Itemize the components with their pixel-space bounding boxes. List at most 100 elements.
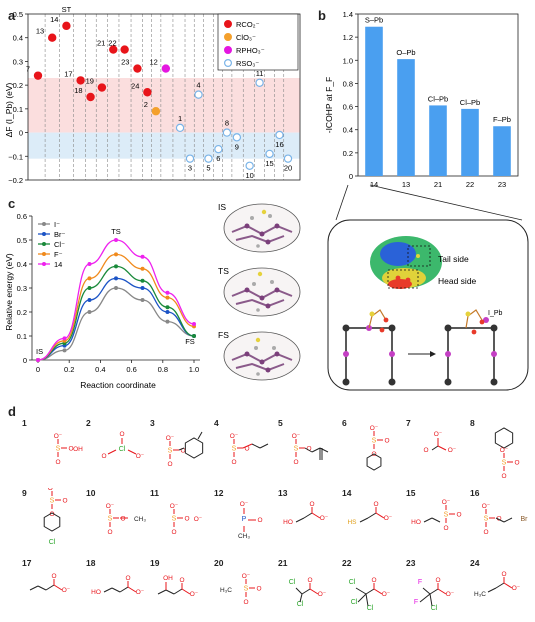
point-label-7: 7	[26, 65, 30, 74]
bar-label: S–Pb	[365, 16, 383, 25]
molecule-structure: S O⁻ O O	[166, 431, 204, 468]
bond	[303, 512, 313, 519]
molecule-number: 21	[278, 558, 288, 568]
atom-label: Cl	[119, 446, 126, 453]
point-label-6: 6	[216, 154, 220, 163]
series-point-Br	[165, 310, 170, 314]
bond	[304, 447, 313, 453]
molecule-19: 19 OH O O⁻	[150, 558, 230, 618]
bond	[437, 588, 447, 595]
bond	[103, 587, 113, 593]
bond	[355, 587, 367, 595]
atom-label: O	[501, 473, 506, 480]
bond	[487, 587, 497, 593]
atom-label: O⁻	[166, 435, 175, 442]
atom-label: O⁻	[136, 589, 145, 596]
bond	[311, 512, 321, 519]
callout-line-right	[369, 184, 523, 221]
bond	[431, 445, 439, 451]
bond	[431, 517, 441, 523]
atom-label: Cl	[49, 539, 56, 546]
bond	[422, 587, 431, 595]
atom-label: CH₃	[238, 533, 250, 540]
bond	[365, 588, 375, 595]
molecule-structure: H₃C O O⁻	[474, 571, 521, 598]
molecule-structure: S O⁻ O O	[292, 433, 329, 466]
chart-c-ylabel: Relative energy (eV)	[4, 253, 14, 331]
x-tick-label: 0.6	[126, 365, 136, 374]
atom-label: S	[244, 586, 249, 593]
molecule-number: 7	[406, 418, 411, 428]
series-point-I	[62, 348, 67, 353]
series-point-Br	[114, 276, 118, 281]
atom-label: O	[483, 529, 488, 536]
bond	[119, 586, 129, 593]
bond	[165, 589, 175, 595]
molecule-18: 18 HO O O⁻	[86, 558, 166, 618]
legend-marker	[224, 58, 233, 67]
point-label-19: 19	[86, 77, 94, 86]
molecule-22: 22 Cl Cl Cl O O⁻	[342, 558, 422, 618]
y-tick-label: 0.4	[343, 126, 353, 135]
atom-label: HO	[283, 519, 293, 526]
legend-marker	[224, 20, 233, 29]
x-tick-label: 0.8	[158, 365, 168, 374]
atom-label: HS	[347, 519, 357, 526]
bar-label: O–Pb	[396, 48, 415, 57]
atom-label: O⁻	[106, 503, 115, 510]
point-label-10: 10	[245, 171, 253, 180]
data-point-3	[185, 154, 195, 163]
negative-band	[28, 132, 300, 159]
series-point-Cl	[140, 278, 145, 283]
bond	[419, 593, 431, 603]
atom-label: O⁻	[48, 488, 57, 492]
x-tick-label: 0	[36, 365, 40, 374]
legend-marker	[42, 252, 46, 256]
series-point-I	[114, 286, 118, 290]
series-point-F	[114, 252, 118, 257]
ipb-label: I_Pb	[488, 310, 503, 317]
legend-label: 14	[54, 260, 62, 269]
legend-label: I⁻	[54, 220, 60, 229]
y-tick-label: 0.4	[13, 34, 23, 43]
y-tick-label: 0.1	[17, 332, 27, 341]
molecule-4: 4 S O⁻ O O	[214, 418, 294, 478]
bond	[111, 587, 121, 593]
bond	[423, 517, 433, 523]
y-tick-label: 0	[19, 129, 23, 138]
bond	[251, 443, 261, 449]
legend-marker	[42, 262, 46, 266]
atom-label: O	[180, 448, 185, 455]
data-point-16	[275, 130, 284, 140]
atom-label: O	[49, 511, 54, 518]
point-label-12: 12	[149, 58, 157, 67]
molecule-number: 12	[214, 488, 224, 498]
atom-label: O⁻	[434, 431, 443, 438]
point-label-5: 5	[206, 164, 210, 173]
atom-label: O	[306, 446, 311, 453]
point-label-9: 9	[235, 142, 239, 151]
bond	[357, 593, 367, 603]
series-point-Br	[140, 286, 145, 290]
panel-letter-c: c	[8, 196, 16, 211]
data-point-23	[133, 64, 142, 73]
molecule-number: 17	[22, 558, 32, 568]
molecule-number: 13	[278, 488, 288, 498]
structure-fs-label: FS	[218, 330, 229, 340]
molecule-number: 10	[86, 488, 96, 498]
atom-label: S	[444, 512, 449, 519]
data-point-13	[48, 33, 57, 42]
molecule-3: 3 S O⁻ O O	[150, 418, 230, 478]
bar-22	[461, 108, 479, 176]
data-point-19	[97, 83, 107, 92]
series-point-Br	[87, 298, 92, 302]
bond	[157, 589, 167, 595]
series-point-F	[140, 266, 145, 271]
atom-label: O⁻	[482, 503, 491, 510]
atom-label: O⁻	[384, 515, 393, 522]
molecule-15: 15 HO S O⁻ O O	[406, 488, 486, 548]
legend-label: F⁻	[54, 250, 63, 259]
molecule-8: 8 S O⁻ O O	[470, 418, 535, 480]
point-label-2: 2	[144, 100, 148, 109]
